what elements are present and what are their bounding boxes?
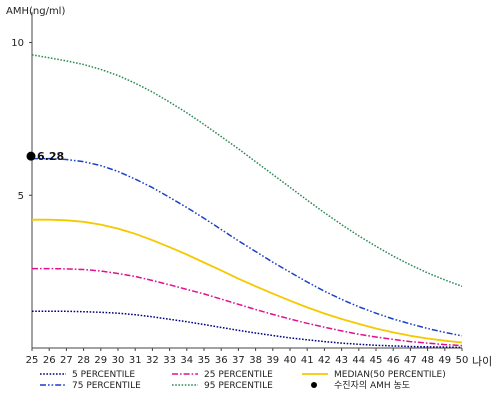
x-tick-label: 37 [232,355,245,366]
x-tick-label: 25 [26,355,39,366]
x-tick-label: 34 [180,355,193,366]
y-tick-label: 5 [18,191,24,202]
x-tick-label: 47 [404,355,417,366]
x-tick-label: 42 [318,355,331,366]
legend-label: 5 PERCENTILE [72,370,135,380]
x-tick-label: 48 [421,355,434,366]
series-layer [31,54,463,349]
x-tick-label: 31 [129,355,142,366]
series-line-5-percentile [32,310,463,349]
x-tick-label: 33 [163,355,176,366]
x-tick-label: 26 [43,355,56,366]
legend: 5 PERCENTILE 25 PERCENTILE MEDIAN(50 PERCE… [40,370,446,391]
x-tick-label: 29 [94,355,107,366]
x-tick-label: 40 [284,355,297,366]
series-line-95-percentile [31,54,463,288]
legend-label: 95 PERCENTILE [204,381,273,391]
series-line-median-50-percentile [32,218,463,344]
x-tick-label: 49 [438,355,451,366]
legend-marker-label: 수진자의 AMH 농도 [334,380,410,391]
x-tick-label: 27 [60,355,73,366]
x-tick-label: 35 [198,355,211,366]
x-tick-label: 39 [266,355,279,366]
x-tick-label: 50 [456,355,469,366]
x-tick-label: 43 [335,355,348,366]
series-line-75-percentile [32,157,463,337]
y-axis-label: AMH(ng/ml) [6,6,65,17]
x-tick-label: 32 [146,355,159,366]
legend-label: MEDIAN(50 PERCENTILE) [334,370,446,380]
axes: 5 10 25 26 27 28 29 30 31 32 33 34 35 36 37 38 39 40 41 42 4… [11,12,468,366]
x-tick-label: 45 [370,355,383,366]
series-line-25-percentile [32,267,463,347]
x-axis-label: 나이 [472,355,492,368]
legend-marker-swatch [311,382,317,388]
x-tick-label: 28 [77,355,90,366]
x-tick-label: 38 [249,355,262,366]
x-tick-label: 44 [352,355,365,366]
patient-amh-value-label: 6.28 [37,150,64,163]
x-tick-label: 30 [112,355,125,366]
x-tick-label: 41 [301,355,314,366]
marker-layer: 6.28 [26,150,64,163]
legend-label: 25 PERCENTILE [204,370,273,380]
legend-label: 75 PERCENTILE [72,381,141,391]
x-tick-label: 46 [387,355,400,366]
y-tick-label: 10 [11,38,24,49]
x-tick-label: 36 [215,355,228,366]
patient-amh-marker [26,151,36,161]
